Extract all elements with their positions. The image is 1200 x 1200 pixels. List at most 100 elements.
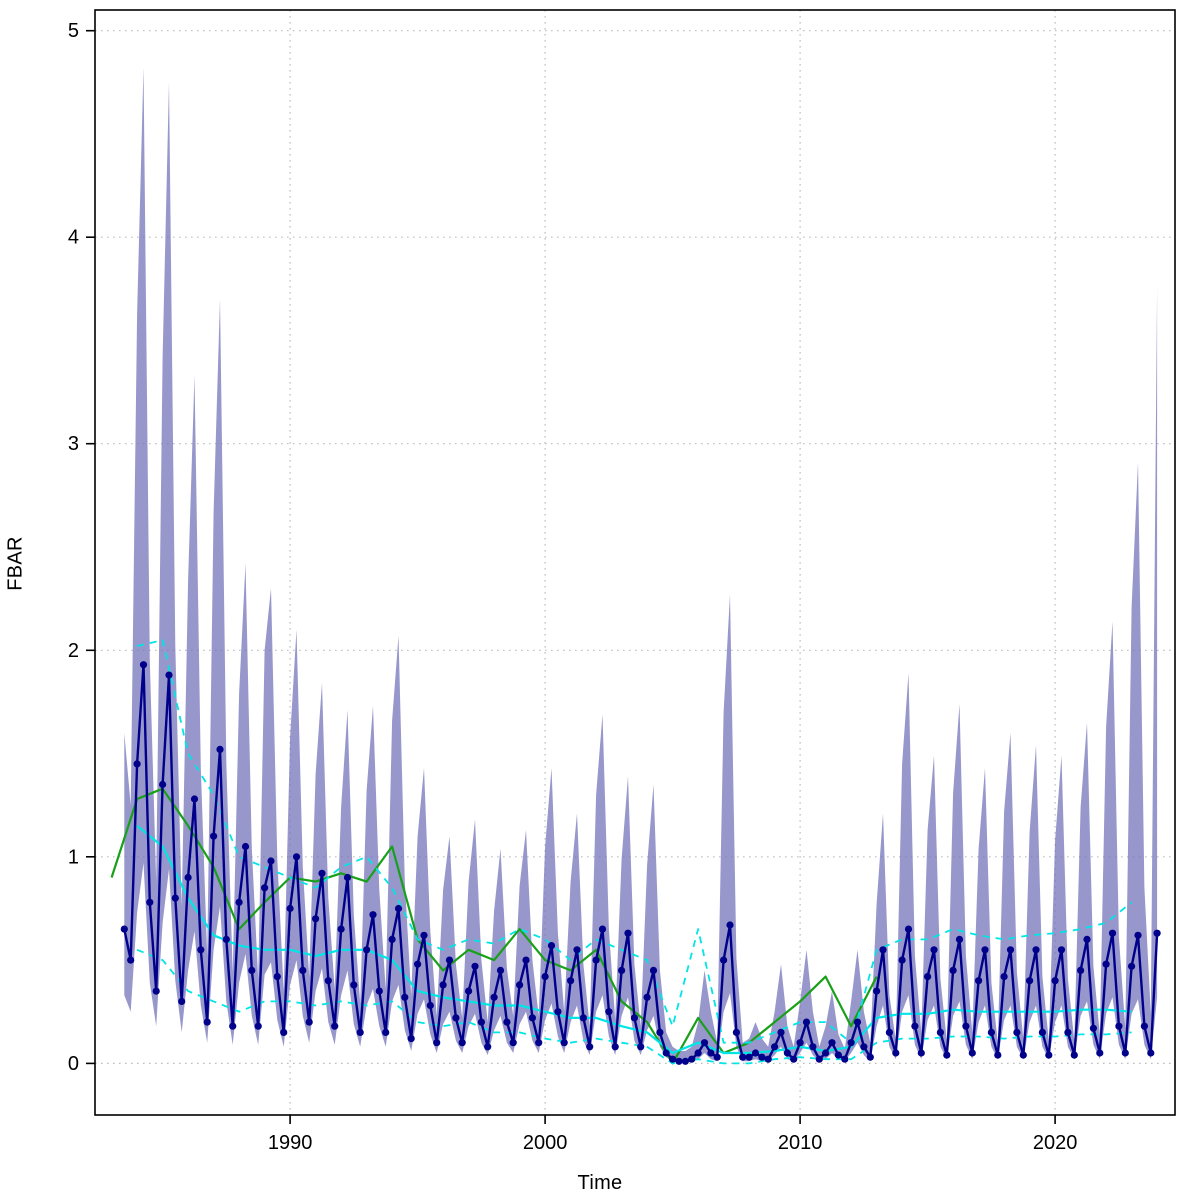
fbar-estimate-point (324, 977, 332, 985)
fbar-estimate-point (930, 946, 938, 954)
fbar-estimate-point (178, 997, 186, 1006)
fbar-estimate-point (522, 956, 530, 964)
fbar-estimate-point (573, 946, 581, 954)
fbar-estimate-point (388, 935, 396, 944)
fbar-estimate-point (299, 966, 307, 975)
fbar-estimate-point (331, 1022, 339, 1030)
y-tick-label: 2 (68, 640, 79, 662)
plot-border (94, 9, 1176, 1116)
x-tick-label: 2020 (1033, 1132, 1078, 1154)
fbar-estimate-point (841, 1055, 849, 1063)
fbar-estimate-point (1057, 946, 1066, 954)
fbar-estimate-point (885, 1028, 894, 1036)
fbar-estimate-point (426, 1001, 434, 1010)
fbar-estimate-point (439, 981, 447, 989)
fbar-estimate-point (662, 1049, 670, 1057)
fbar-estimate-point (190, 795, 199, 803)
x-axis-title: Time (577, 1172, 623, 1194)
fbar-estimate-point (790, 1055, 798, 1063)
fbar-estimate-point (1013, 1028, 1021, 1036)
x-tick-label: 2000 (523, 1132, 568, 1154)
fbar-estimate-point (707, 1049, 715, 1057)
fbar-estimate-point (503, 1018, 511, 1026)
fbar-estimate-point (681, 1057, 690, 1065)
fbar-estimate-point (611, 1043, 619, 1051)
fbar-estimate-point (1032, 946, 1040, 954)
fbar-estimate-point (337, 925, 345, 933)
fbar-estimate-point (261, 884, 269, 892)
fbar-estimate-point (369, 911, 377, 919)
fbar-estimate-point (490, 993, 498, 1001)
fbar-estimate-point (1019, 1051, 1027, 1059)
fbar-estimate-point (445, 956, 454, 964)
fbar-estimate-point (241, 842, 250, 851)
y-tick-label: 1 (68, 846, 79, 868)
fbar-estimate-point (771, 1043, 779, 1051)
fbar-estimate-point (853, 1018, 862, 1026)
fbar-estimate-point (1070, 1051, 1078, 1059)
fbar-estimate-point (267, 857, 275, 865)
fbar-estimate-point (203, 1018, 211, 1026)
fbar-estimate-point (1115, 1022, 1123, 1030)
fbar-estimate-point (1147, 1049, 1155, 1057)
fbar-estimate-point (745, 1053, 753, 1061)
fbar-estimate-point (994, 1051, 1002, 1059)
y-tick-label: 4 (68, 227, 79, 249)
fbar-estimate-point (649, 966, 658, 975)
fbar-estimate-point (312, 915, 320, 923)
fbar-estimate-point (592, 956, 600, 964)
fbar-estimate-point (943, 1051, 951, 1059)
fbar-estimate-point (229, 1022, 237, 1030)
fbar-estimate-point (120, 925, 128, 933)
fbar-estimate-point (675, 1057, 683, 1065)
fbar-estimate-point (152, 987, 160, 995)
cyan-upper-dashed-line (136, 639, 1133, 1044)
fbar-estimate-point (669, 1055, 677, 1063)
fbar-estimate-point (598, 925, 607, 933)
fbar-estimate-point (981, 946, 989, 954)
fbar-estimate-point (305, 1018, 313, 1026)
fbar-estimate-point (802, 1018, 811, 1026)
fbar-estimate-point (1064, 1028, 1072, 1036)
fbar-estimate-point (273, 973, 281, 981)
fbar-estimate-point (975, 977, 983, 985)
fbar-estimate-point (496, 966, 505, 975)
fbar-estimate-point (318, 869, 326, 877)
fbar-estimate-point (1051, 977, 1059, 985)
fbar-estimate-point (924, 973, 932, 981)
fbar-estimate-point (637, 1043, 645, 1051)
fbar-estimate-point (547, 942, 556, 950)
fbar-estimate-point (618, 966, 626, 975)
fbar-estimate-point (1128, 962, 1136, 970)
cyan-lower-dashed-line (136, 948, 1132, 1065)
fbar-estimate-point (962, 1022, 970, 1030)
fbar-estimate-point (407, 1035, 415, 1043)
fbar-estimate-point (879, 946, 887, 954)
fbar-estimate-point (777, 1028, 785, 1036)
fbar-estimate-point (254, 1022, 262, 1030)
fbar-estimate-point (758, 1053, 766, 1061)
fbar-estimate-point (1121, 1049, 1129, 1057)
fbar-estimate-point (184, 873, 192, 882)
fbar-estimate-point (656, 1028, 664, 1036)
fbar-estimate-point (375, 987, 383, 995)
fbar-estimate-point (860, 1043, 868, 1051)
fbar-estimate-point (471, 962, 479, 970)
fbar-estimate-point (465, 987, 473, 995)
fbar-estimate-point (541, 973, 549, 981)
confidence-band (124, 67, 1158, 1064)
fbar-estimate-point (509, 1039, 517, 1047)
x-tick-label: 1990 (268, 1132, 313, 1154)
fbar-estimate-point (1000, 973, 1008, 981)
fbar-estimate-point (165, 671, 173, 679)
y-axis-title: FBAR (4, 536, 27, 591)
fbar-estimate-point (1102, 960, 1110, 968)
fbar-estimate-point (949, 966, 957, 975)
fbar-estimate-point (873, 987, 881, 995)
fbar-estimate-point (292, 853, 301, 861)
fbar-estimate-point (1096, 1049, 1104, 1057)
fbar-estimate-point (1026, 977, 1034, 985)
fbar-estimate-point (700, 1039, 709, 1047)
fbar-estimate-point (847, 1039, 855, 1047)
fbar-estimate-point (139, 661, 148, 669)
